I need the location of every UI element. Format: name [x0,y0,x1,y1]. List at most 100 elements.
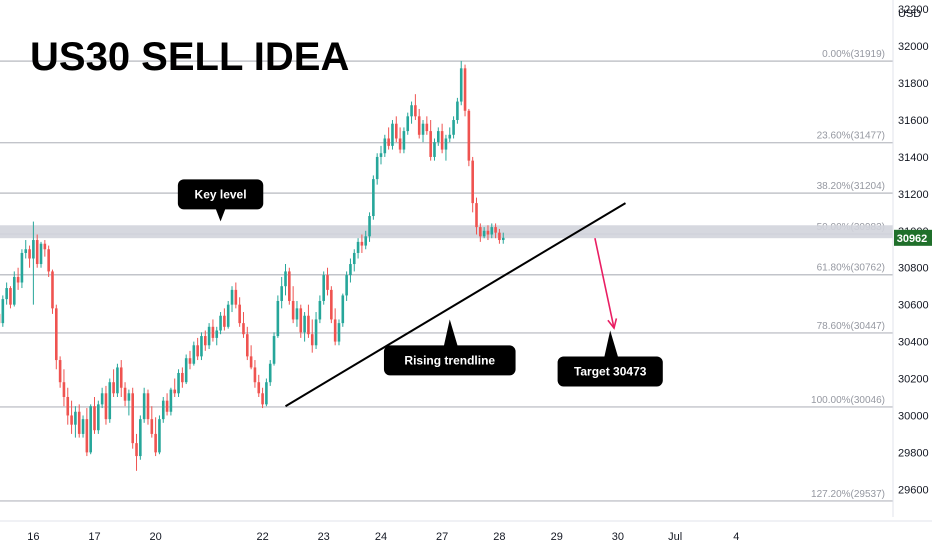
candle-body [226,304,230,327]
candle-body [318,300,322,320]
candle-body [490,227,494,235]
candle-body [104,393,108,420]
candle-body [119,367,123,388]
candle-body [139,419,142,457]
annotation-box [177,179,264,210]
annotation-text: Rising trendline [404,353,495,367]
candle-body [85,419,89,453]
candle-body [265,382,268,405]
candle-body [452,120,455,135]
candles-layer [0,60,505,471]
candle-body [394,123,398,139]
candle-body [24,249,28,253]
candle-body [261,393,264,405]
candle-body [349,264,352,276]
price-tick-label: 30600 [898,300,929,312]
candle-body [97,404,100,431]
candle-body [142,393,146,420]
candle-body [1,299,5,324]
fib-label: 61.80%(30762) [817,263,885,274]
candle-body [272,336,276,364]
annotation-bubble: Key level [177,179,264,222]
fib-label: 100.00%(30046) [811,395,885,406]
candle-body [161,400,165,420]
time-tick-label: 27 [436,531,448,543]
candle-body [379,153,383,157]
candle-body [425,123,429,132]
candle-body [211,326,215,338]
candle-body [307,315,310,335]
candle-body [9,288,12,305]
candle-body [333,319,337,342]
candle-body [498,232,501,241]
candle-body [284,271,287,287]
candle-body [89,406,92,453]
candle-body [242,323,245,335]
candle-body [55,308,58,361]
candle-body [486,230,490,235]
candle-body [249,356,253,368]
candle-body [310,334,314,346]
candle-body [207,326,211,346]
candle-body [494,227,497,233]
candle-body [421,123,425,135]
candle-body [482,230,486,237]
candle-body [215,330,219,338]
candle-body [135,443,138,457]
candle-body [456,101,459,121]
price-tick-label: 30400 [898,337,929,349]
candle-body [74,411,77,425]
price-axis[interactable]: USD 29600 29800 30000 30200 30400 30600 30800 31… [892,0,932,517]
candle-body [165,400,169,412]
candle-body [28,249,31,259]
candle-body [188,358,192,364]
candle-body [253,367,257,383]
projection-arrow-head [607,318,618,330]
candle-body [192,345,196,364]
candle-body [314,319,318,346]
candle-body [246,334,249,357]
candle-body [448,134,452,139]
price-tick-label: 32200 [898,4,929,16]
fib-label: 23.60%(31477) [817,131,885,142]
candle-body [131,393,134,444]
candle-body [146,393,150,420]
currency-label: USD [898,8,921,20]
candle-body [467,110,471,161]
price-tick-label: 29600 [898,484,929,496]
candle-body [62,382,66,397]
candle-body [43,243,47,250]
candle-body [35,240,39,265]
candle-body [234,289,238,305]
candle-body [257,382,261,394]
time-tick-label: 20 [149,531,161,543]
annotation-box [557,356,663,387]
candle-body [12,276,16,305]
candle-body [108,382,112,420]
fib-label: 0.00%(31919) [822,49,885,60]
candle-body [230,289,234,305]
time-axis[interactable]: 16 17 20 22 23 24 27 28 29 30 Jul 4 [0,520,932,543]
candle-body [375,156,379,180]
key-zone-layer [0,225,893,239]
time-tick-label: Jul [668,531,682,543]
candle-body [410,105,413,117]
candle-body [291,300,295,320]
candle-body [475,203,478,228]
candle-body [196,345,199,357]
fib-label: 78.60%(30447) [817,321,885,332]
candle-body [437,131,440,143]
candle-body [299,308,303,333]
annotation-text: Key level [195,187,247,201]
candle-body [368,216,371,237]
key-level-zone [0,225,893,239]
candle-body [238,304,241,324]
candle-body [337,323,341,342]
candle-body [173,389,177,394]
candle-body [150,419,154,434]
annotation-bubble: Rising trendline [383,319,516,376]
candle-body [288,271,291,301]
candle-body [383,138,387,154]
candle-body [501,237,505,241]
candle-body [20,252,24,283]
